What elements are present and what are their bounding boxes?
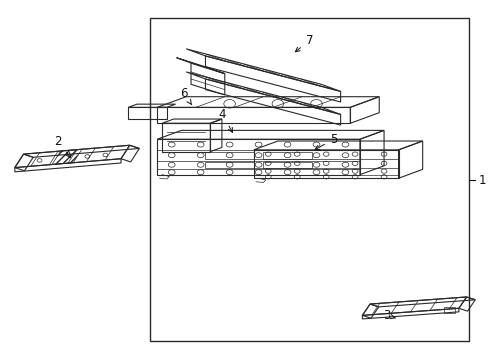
Text: 4: 4: [219, 108, 233, 132]
Bar: [205, 152, 254, 159]
Bar: [150, 18, 468, 341]
Bar: [264, 162, 312, 168]
Bar: [444, 307, 455, 313]
Text: 3: 3: [383, 309, 395, 322]
Bar: [205, 162, 254, 168]
Bar: [264, 152, 312, 159]
Text: 1: 1: [478, 174, 486, 186]
Text: 7: 7: [295, 34, 313, 52]
Text: 6: 6: [180, 87, 192, 105]
Text: 5: 5: [315, 133, 337, 150]
Text: 2: 2: [54, 135, 71, 157]
